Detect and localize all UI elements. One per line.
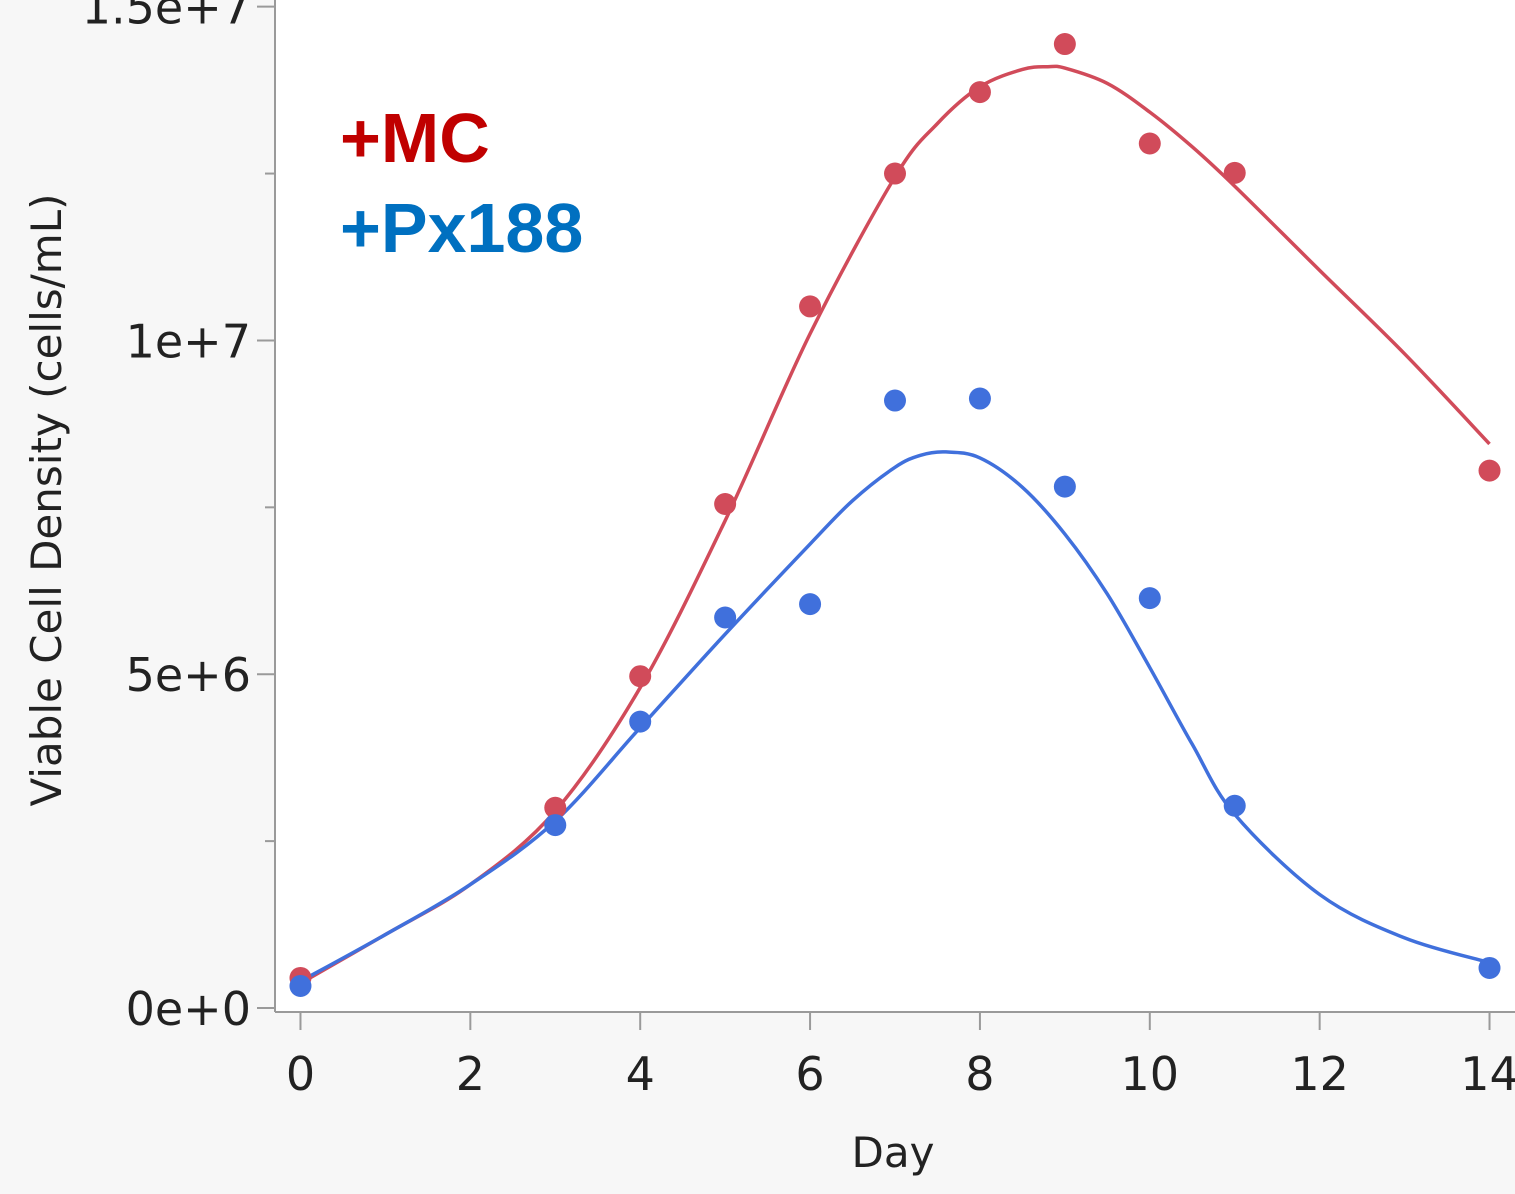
y-tick-label: 1e+7 [126,314,251,368]
x-tick-label: 14 [1460,1047,1515,1101]
data-point-px188 [544,814,567,837]
y-tick-label: 0e+0 [126,982,251,1036]
data-point-px188 [968,387,991,410]
data-point-mc [629,665,652,688]
legend: +MC +Px188 [340,99,583,267]
data-point-px188 [1138,587,1161,610]
legend-entry-px188: +Px188 [340,189,583,267]
axes [257,0,1515,1030]
data-points [289,33,1501,997]
data-point-px188 [799,593,822,616]
data-point-mc [1138,132,1161,155]
y-axis-title: Viable Cell Density (cells/mL) [22,194,71,807]
data-point-px188 [629,710,652,733]
x-tick-label: 6 [795,1047,824,1101]
data-point-px188 [1053,475,1076,498]
y-tick-label: 1.5e+7 [82,0,251,35]
data-point-mc [714,492,737,515]
data-point-mc [544,796,567,819]
x-axis-title: Day [852,1128,935,1177]
data-point-px188 [289,974,312,997]
data-point-mc [1223,161,1246,184]
data-point-px188 [884,389,906,412]
x-tick-label: 2 [456,1047,485,1101]
x-tick-label: 10 [1121,1047,1180,1101]
data-point-mc [1478,459,1501,482]
data-point-px188 [1223,794,1246,817]
data-point-mc [1053,33,1076,56]
data-point-mc [884,162,906,185]
x-tick-label: 8 [965,1047,994,1101]
tick-labels: 0 2 4 6 8 10 12 14 0e+0 5e+6 1e+7 1.5e+7 [82,0,1515,1101]
x-tick-label: 4 [626,1047,655,1101]
data-point-px188 [1478,956,1501,979]
data-point-px188 [714,606,737,629]
x-tick-label: 12 [1290,1047,1349,1101]
data-point-mc [799,295,822,318]
y-tick-label: 5e+6 [126,648,251,702]
data-point-mc [968,81,991,104]
legend-entry-mc: +MC [340,99,490,177]
x-tick-label: 0 [286,1047,315,1101]
